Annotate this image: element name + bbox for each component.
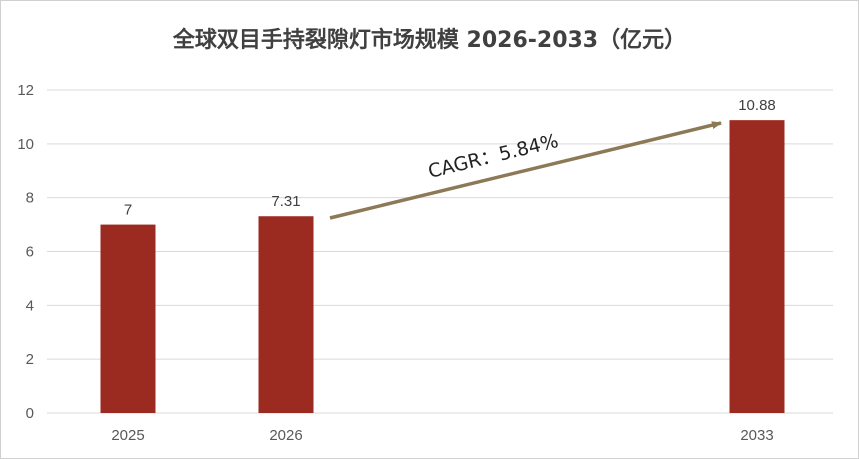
bar-2033 <box>729 120 785 413</box>
y-tick-label: 4 <box>26 297 34 314</box>
y-tick-label: 10 <box>17 136 34 153</box>
data-label: 10.88 <box>738 97 776 114</box>
x-tick-label: 2026 <box>269 427 302 444</box>
x-axis-ticks: 2025 2026 2033 <box>111 427 773 444</box>
gridlines <box>47 89 833 414</box>
bar-2026 <box>258 216 314 413</box>
cagr-annotation: CAGR：5.84% <box>426 130 561 183</box>
y-tick-label: 6 <box>26 244 34 261</box>
y-tick-label: 2 <box>26 351 34 368</box>
y-tick-label: 8 <box>26 190 34 207</box>
y-tick-label: 0 <box>26 405 34 422</box>
x-tick-label: 2025 <box>111 427 144 444</box>
y-axis-ticks: 0 2 4 6 8 10 12 <box>17 82 34 422</box>
data-labels: 7 7.31 10.88 <box>124 97 776 218</box>
data-label: 7.31 <box>271 193 300 210</box>
x-tick-label: 2033 <box>740 427 773 444</box>
chart-title: 全球双目手持裂隙灯市场规模 2026-2033（亿元） <box>172 28 687 53</box>
cagr-arrow <box>329 121 722 220</box>
data-label: 7 <box>124 202 132 219</box>
bars <box>100 120 785 413</box>
bar-2025 <box>100 224 156 413</box>
y-tick-label: 12 <box>17 82 34 99</box>
